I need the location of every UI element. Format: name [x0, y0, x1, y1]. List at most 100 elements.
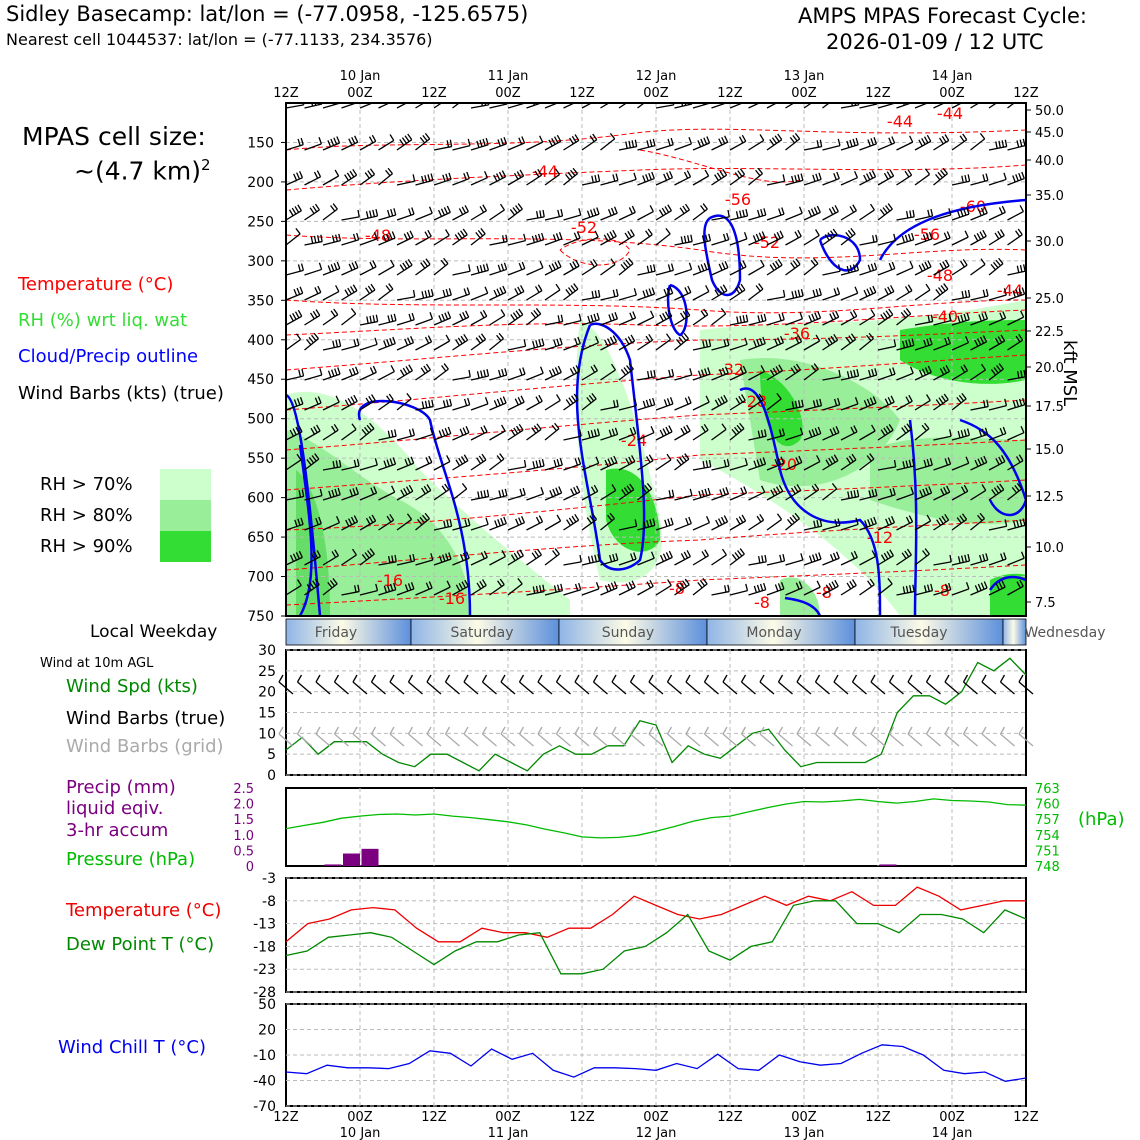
- wind-barb: [341, 458, 360, 471]
- wind-barb-shaft: [667, 681, 682, 695]
- wind-barb: [359, 486, 378, 501]
- wind-barb: [988, 103, 998, 109]
- wind-barb-feather: [408, 429, 412, 437]
- wind-barb-shaft: [914, 289, 931, 301]
- wind-barb-feather: [354, 135, 359, 143]
- wind-barb-feather: [344, 289, 350, 297]
- wind-barb-feather: [851, 453, 857, 461]
- wind-barb: [748, 231, 766, 246]
- wind-barb-feather: [389, 95, 392, 101]
- wind-barb-feather: [645, 174, 649, 182]
- wind-barb-feather: [731, 554, 738, 561]
- wind-barb-feather: [609, 133, 616, 140]
- wind-barb-shaft: [581, 490, 599, 501]
- wind-barb-feather: [1038, 310, 1041, 316]
- wind-barb-shaft: [415, 587, 433, 596]
- wind-barb-feather: [466, 171, 470, 179]
- wind-barb: [896, 338, 915, 351]
- wind-barb-feather: [331, 489, 335, 497]
- wind-barb-shaft: [359, 238, 378, 246]
- wind-barb-feather: [348, 368, 353, 376]
- wind-barb: [526, 584, 545, 596]
- wind-barb-feather: [879, 209, 886, 216]
- wind-barb-shaft: [914, 266, 932, 276]
- wind-barb-shaft: [877, 142, 895, 151]
- wind-barb-feather: [759, 134, 765, 141]
- wind-barb: [286, 171, 304, 186]
- wind-barb-feather: [849, 311, 855, 319]
- pressure-tick-label: 700: [247, 570, 274, 586]
- wind-barb-feather: [974, 459, 979, 467]
- wind-barb: [748, 103, 761, 109]
- wind-barb-feather: [479, 206, 485, 213]
- wind-barb-feather: [649, 205, 654, 212]
- grid-wind-barb: [981, 726, 997, 747]
- wind-barb-feather: [986, 399, 989, 407]
- wind-barb-feather: [445, 289, 449, 297]
- wind-barb: [766, 336, 785, 351]
- wind-barb-feather: [521, 516, 526, 523]
- wind-barb-shaft: [544, 103, 560, 109]
- wind-barb: [822, 518, 841, 531]
- wind-barb-feather: [999, 674, 1006, 683]
- wind-barb-shaft: [433, 460, 451, 471]
- wind-barb-feather: [907, 168, 913, 176]
- wind-barb-feather: [390, 365, 395, 372]
- wind-barb-feather: [496, 288, 501, 296]
- surface-wind-barb: [981, 674, 997, 695]
- wind-barb: [674, 262, 693, 276]
- wind-barb: [359, 168, 376, 186]
- wind-barb-feather: [939, 368, 945, 375]
- wind-barb-feather: [289, 554, 295, 562]
- wind-barb-feather: [963, 208, 967, 216]
- wind-barb-feather: [313, 235, 317, 243]
- wind-barb-feather: [977, 208, 982, 216]
- wind-barb: [914, 134, 932, 151]
- wind-barb-feather: [297, 138, 301, 146]
- wind-barb-feather: [574, 513, 580, 521]
- wind-barb-feather: [388, 232, 393, 240]
- wind-barb-feather: [907, 284, 913, 292]
- wind-barb-shaft: [785, 341, 802, 351]
- bottom-hour-label: 12Z: [717, 1110, 743, 1125]
- wind-barb: [822, 205, 839, 221]
- wind-barb-shaft: [489, 176, 506, 186]
- wind-barb: [877, 516, 896, 531]
- wind-barb-feather: [795, 363, 801, 371]
- wind-barb-feather: [315, 674, 321, 683]
- weekday-label: Monday: [746, 625, 801, 641]
- wind-barb-feather: [688, 516, 692, 524]
- wind-barb-feather: [467, 518, 471, 526]
- wind-barb-shaft: [581, 236, 599, 246]
- wind-barb-feather: [832, 427, 837, 435]
- wind-barb-feather: [610, 258, 616, 265]
- wind-barb-feather: [653, 369, 656, 377]
- top-hour-label: 00Z: [791, 86, 817, 101]
- wind-barb-feather: [590, 366, 596, 373]
- wind-barb-feather: [978, 429, 983, 437]
- legend-cloud: Cloud/Precip outline: [18, 346, 199, 367]
- kft-tick-label: 50.0: [1035, 104, 1064, 119]
- wind-barb-feather: [421, 291, 425, 299]
- wind-barb: [322, 339, 342, 351]
- wind-barb-shaft: [674, 495, 693, 501]
- wind-barb: [415, 312, 434, 326]
- wind-barb-feather: [480, 490, 483, 498]
- wind-barb-feather: [348, 138, 353, 146]
- wind-barb: [304, 396, 322, 411]
- wind-barb-feather: [461, 581, 466, 589]
- wind-barb-feather: [316, 424, 321, 432]
- temperature-contour: [286, 309, 1026, 336]
- wind-barb-feather: [616, 399, 619, 407]
- wind-barb-shaft: [415, 341, 432, 351]
- wind-barb-feather: [706, 516, 711, 523]
- wind-barb: [1025, 310, 1041, 325]
- wind-barb-feather: [796, 726, 802, 735]
- wind-barb-feather: [330, 310, 336, 317]
- wind-barb-feather: [371, 514, 377, 522]
- wind-barb-shaft: [766, 398, 782, 411]
- wind-barb-feather: [684, 103, 687, 106]
- wind-barb-feather: [939, 262, 945, 270]
- wind-barb: [748, 554, 767, 566]
